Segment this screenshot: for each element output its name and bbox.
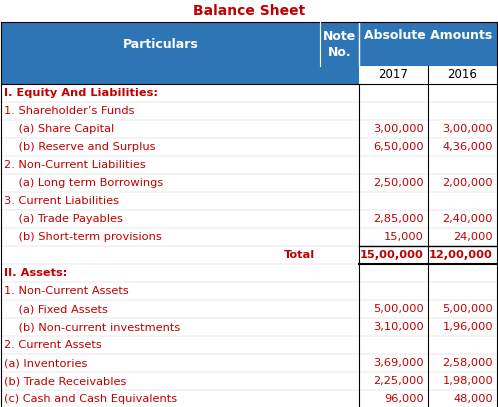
- Text: I. Equity And Liabilities:: I. Equity And Liabilities:: [4, 88, 158, 98]
- Text: Particulars: Particulars: [123, 37, 198, 50]
- Text: 48,000: 48,000: [453, 394, 493, 404]
- Bar: [1, 84, 497, 102]
- Bar: [1, 264, 497, 282]
- Bar: [1, 138, 497, 156]
- Text: 12,00,000: 12,00,000: [429, 250, 493, 260]
- Bar: [1, 102, 497, 120]
- Text: 1. Shareholder’s Funds: 1. Shareholder’s Funds: [4, 106, 134, 116]
- Bar: [359, 22, 497, 66]
- Text: 4,36,000: 4,36,000: [443, 142, 493, 152]
- Bar: [1, 336, 497, 354]
- Bar: [1, 300, 497, 318]
- Bar: [1, 174, 497, 192]
- Text: (b) Short-term provisions: (b) Short-term provisions: [4, 232, 162, 242]
- Text: 1. Non-Current Assets: 1. Non-Current Assets: [4, 286, 129, 296]
- Text: Absolute Amounts: Absolute Amounts: [364, 29, 492, 42]
- Bar: [1, 282, 497, 300]
- Text: 3,00,000: 3,00,000: [442, 124, 493, 134]
- Text: Note
No.: Note No.: [323, 29, 356, 59]
- Bar: [1, 192, 497, 210]
- Text: 2,85,000: 2,85,000: [374, 214, 424, 224]
- Text: (a) Inventories: (a) Inventories: [4, 358, 87, 368]
- Text: (b) Reserve and Surplus: (b) Reserve and Surplus: [4, 142, 155, 152]
- Text: (a) Trade Payables: (a) Trade Payables: [4, 214, 123, 224]
- Text: 24,000: 24,000: [453, 232, 493, 242]
- Text: 2,40,000: 2,40,000: [443, 214, 493, 224]
- Text: 1,96,000: 1,96,000: [442, 322, 493, 332]
- Bar: [1, 22, 497, 66]
- Text: 2,58,000: 2,58,000: [442, 358, 493, 368]
- Bar: [1, 210, 497, 228]
- Text: (b) Non-current investments: (b) Non-current investments: [4, 322, 180, 332]
- Bar: [359, 66, 497, 84]
- Bar: [1, 354, 497, 372]
- Text: 1,98,000: 1,98,000: [442, 376, 493, 386]
- Text: 2,50,000: 2,50,000: [374, 178, 424, 188]
- Text: 15,000: 15,000: [384, 232, 424, 242]
- Text: (a) Share Capital: (a) Share Capital: [4, 124, 114, 134]
- Text: (a) Fixed Assets: (a) Fixed Assets: [4, 304, 108, 314]
- Text: Total: Total: [284, 250, 315, 260]
- Text: (a) Long term Borrowings: (a) Long term Borrowings: [4, 178, 163, 188]
- Bar: [1, 318, 497, 336]
- Text: 5,00,000: 5,00,000: [373, 304, 424, 314]
- Bar: [1, 372, 497, 390]
- Text: 3,10,000: 3,10,000: [373, 322, 424, 332]
- Text: Balance Sheet: Balance Sheet: [193, 4, 305, 18]
- Text: II. Assets:: II. Assets:: [4, 268, 67, 278]
- Bar: [1, 390, 497, 407]
- Text: 5,00,000: 5,00,000: [442, 304, 493, 314]
- Bar: [1, 120, 497, 138]
- Text: 2,25,000: 2,25,000: [374, 376, 424, 386]
- Text: 6,50,000: 6,50,000: [374, 142, 424, 152]
- Bar: [1, 156, 497, 174]
- Text: (b) Trade Receivables: (b) Trade Receivables: [4, 376, 126, 386]
- Text: 3. Current Liabilities: 3. Current Liabilities: [4, 196, 119, 206]
- Text: 2016: 2016: [448, 68, 478, 81]
- Text: 3,00,000: 3,00,000: [373, 124, 424, 134]
- Text: 2. Current Assets: 2. Current Assets: [4, 340, 102, 350]
- Text: (c) Cash and Cash Equivalents: (c) Cash and Cash Equivalents: [4, 394, 177, 404]
- Bar: [1, 228, 497, 246]
- Bar: [1, 66, 359, 84]
- Text: 2. Non-Current Liabilities: 2. Non-Current Liabilities: [4, 160, 146, 170]
- Text: 2017: 2017: [378, 68, 408, 81]
- Text: 3,69,000: 3,69,000: [374, 358, 424, 368]
- Text: 96,000: 96,000: [384, 394, 424, 404]
- Text: 15,00,000: 15,00,000: [360, 250, 424, 260]
- Bar: [1, 246, 497, 264]
- Text: 2,00,000: 2,00,000: [442, 178, 493, 188]
